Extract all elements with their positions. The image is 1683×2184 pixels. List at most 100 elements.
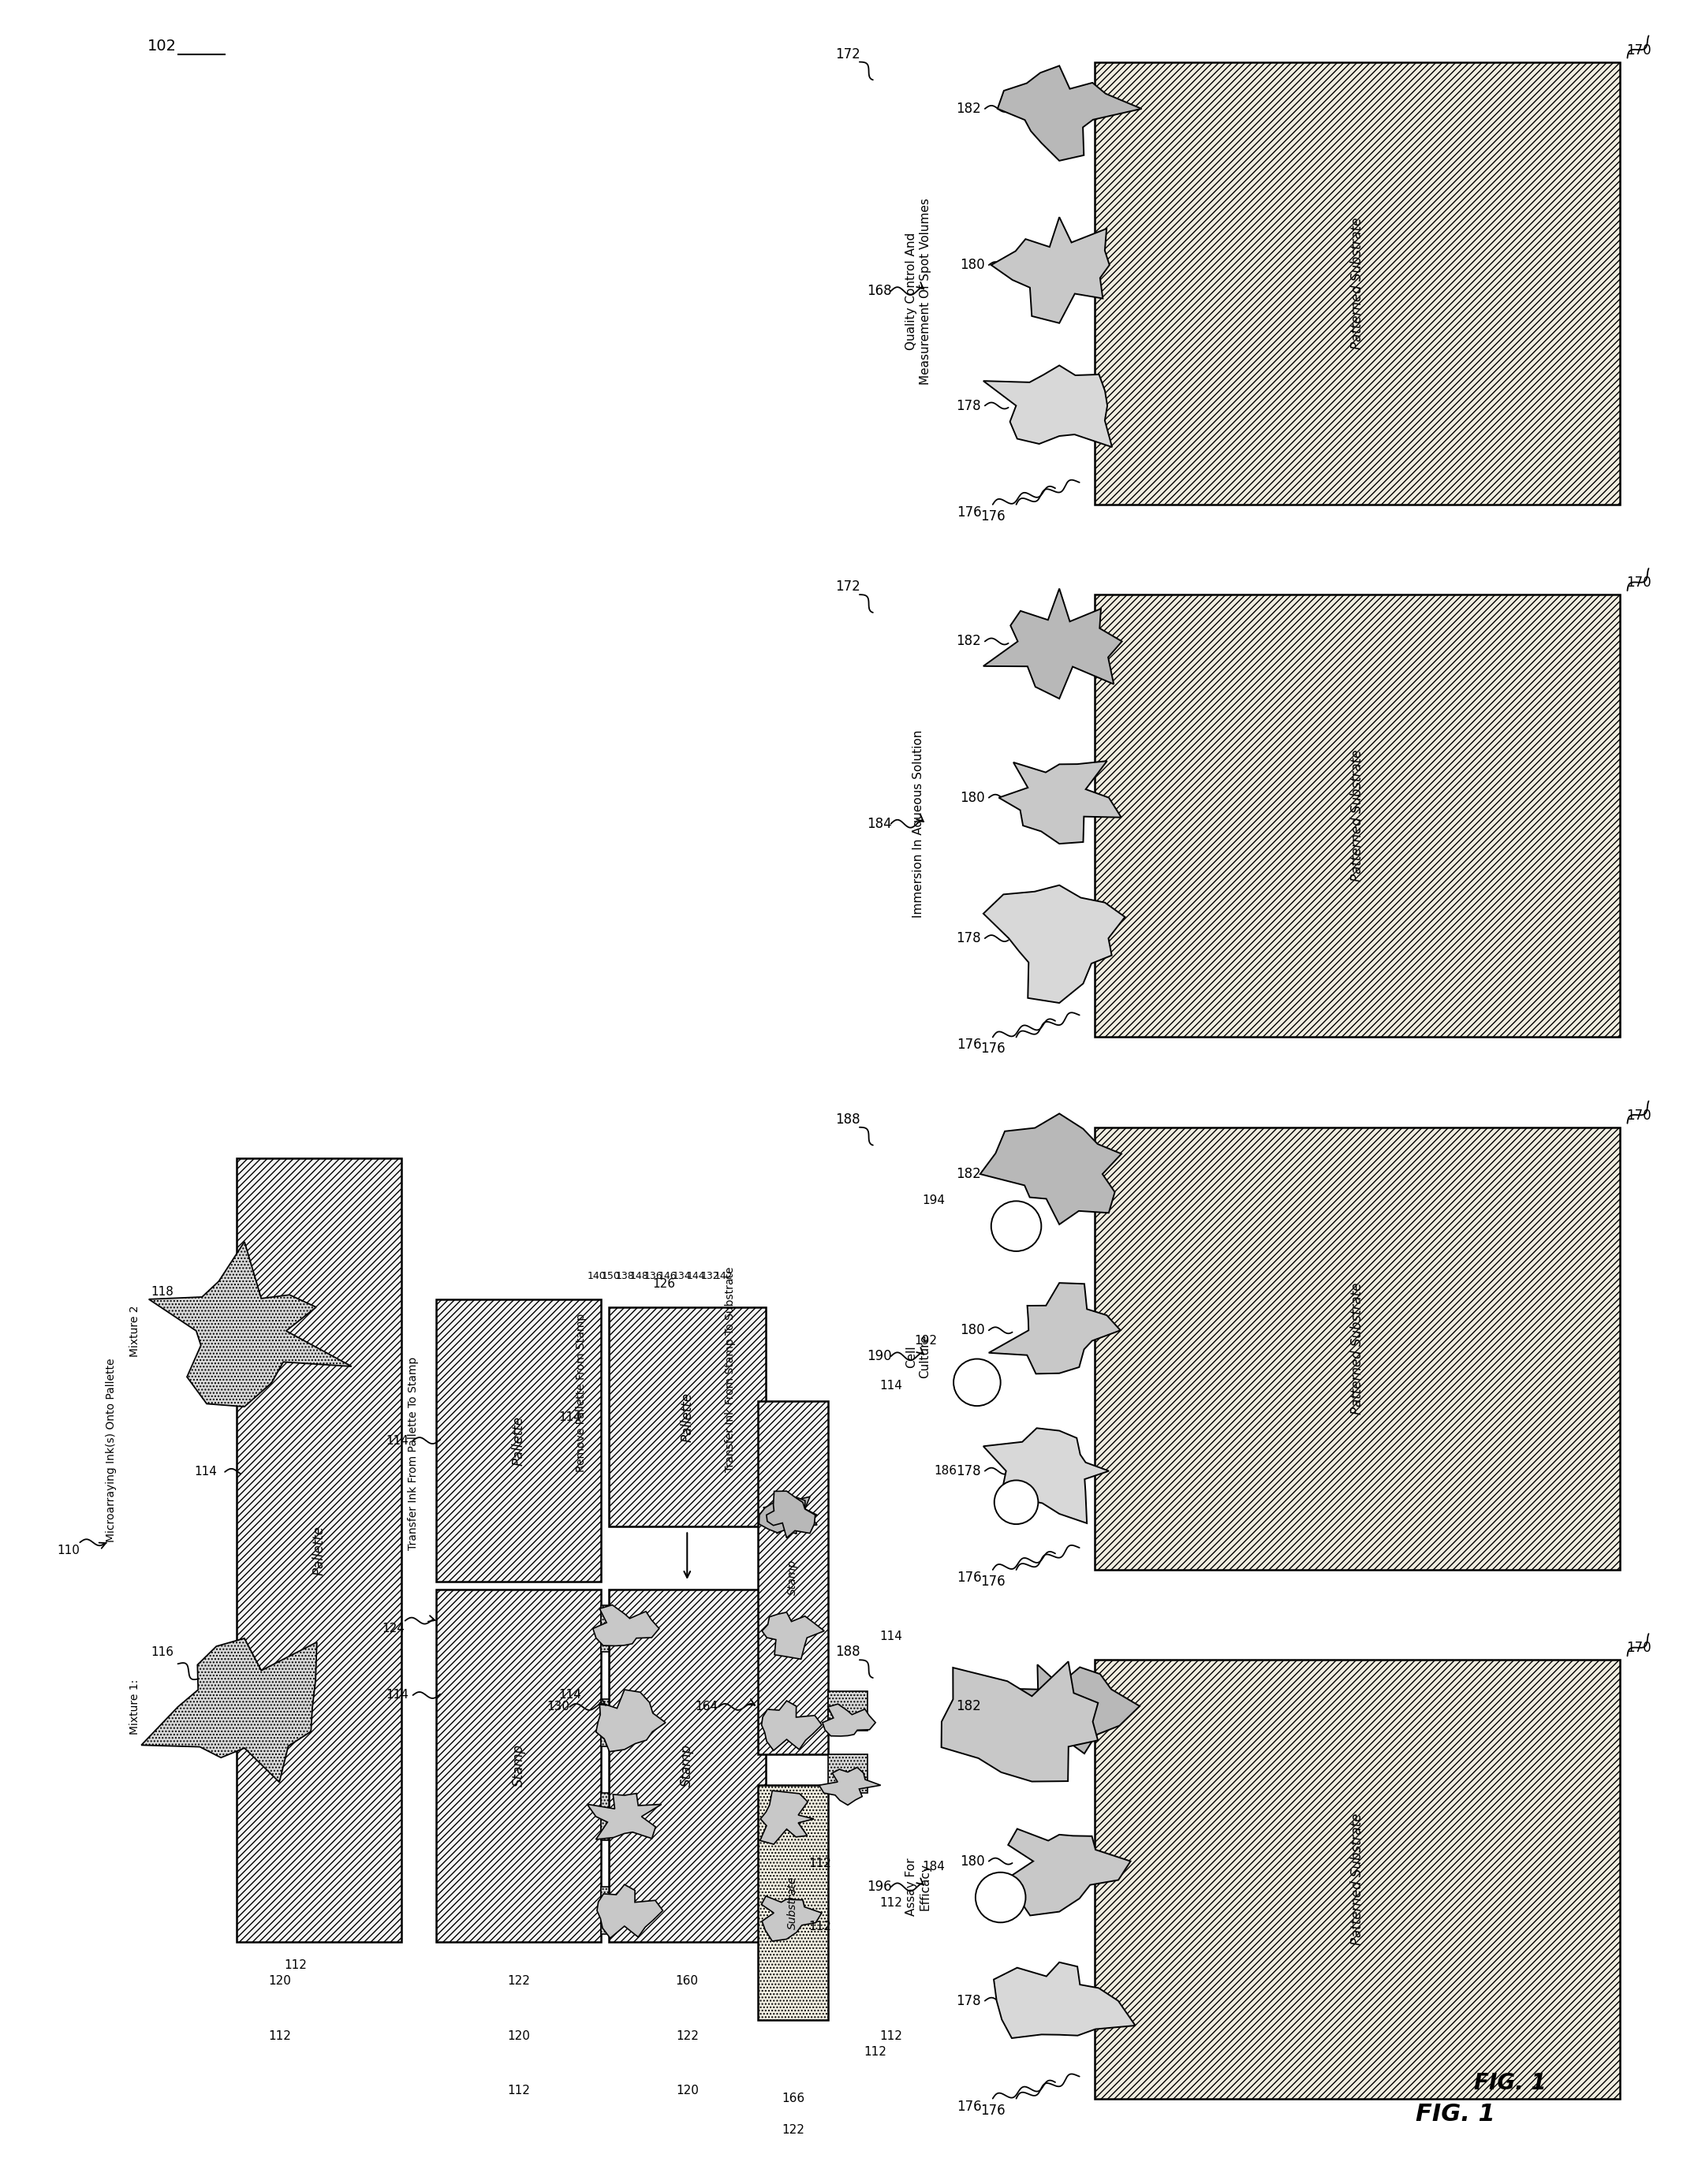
Bar	[1094, 1127, 1619, 1570]
Bar	[1094, 61, 1619, 505]
Bar	[766, 1704, 808, 1745]
Text: 170: 170	[1627, 577, 1651, 590]
Text: 188: 188	[835, 1112, 860, 1127]
Text: 178: 178	[956, 930, 981, 946]
Text: 116: 116	[151, 1647, 173, 1658]
Text: Assay For
Efficacy: Assay For Efficacy	[905, 1859, 931, 1915]
Text: 140: 140	[587, 1271, 606, 1282]
Polygon shape	[141, 1638, 316, 1782]
Text: FIG. 1: FIG. 1	[1474, 2073, 1547, 2094]
Bar	[757, 1784, 828, 2020]
Text: 182: 182	[956, 633, 981, 649]
Bar	[1094, 1660, 1619, 2099]
Polygon shape	[820, 1767, 880, 1806]
Text: 122: 122	[781, 2125, 804, 2136]
Text: 186: 186	[934, 1465, 958, 1476]
Text: 114: 114	[385, 1435, 409, 1446]
Polygon shape	[762, 1612, 825, 1660]
Text: Immersion In Aqueous Solution: Immersion In Aqueous Solution	[912, 729, 924, 917]
Polygon shape	[998, 760, 1121, 843]
Polygon shape	[764, 1498, 816, 1533]
Text: 122: 122	[677, 2029, 698, 2042]
Polygon shape	[991, 216, 1109, 323]
Text: 194: 194	[922, 1195, 946, 1206]
Text: 126: 126	[653, 1278, 675, 1291]
Bar	[436, 1590, 601, 1942]
Circle shape	[991, 1201, 1042, 1251]
Polygon shape	[983, 587, 1123, 699]
Text: 112: 112	[810, 1859, 831, 1870]
Text: 170: 170	[1627, 44, 1651, 57]
Text: Transfer Ink From Pallette To Stamp: Transfer Ink From Pallette To Stamp	[407, 1356, 419, 1551]
Text: 146: 146	[658, 1271, 677, 1282]
Bar	[601, 1793, 648, 1841]
Text: 180: 180	[959, 1324, 985, 1337]
Polygon shape	[983, 885, 1124, 1002]
Text: 178: 178	[956, 1463, 981, 1479]
Text: Patterned Substrate: Patterned Substrate	[1350, 216, 1365, 349]
Polygon shape	[148, 1243, 352, 1406]
Circle shape	[976, 1872, 1025, 1922]
Bar	[828, 1754, 867, 1793]
Text: 118: 118	[151, 1286, 173, 1297]
Text: 180: 180	[959, 1854, 985, 1867]
Text: Transfer Ink From Stamp To Substrate: Transfer Ink From Stamp To Substrate	[725, 1267, 735, 1472]
Text: 176: 176	[956, 505, 981, 520]
Text: 166: 166	[781, 2092, 804, 2105]
Bar	[766, 1797, 808, 1841]
Bar	[1094, 594, 1619, 1037]
Text: 182: 182	[956, 1699, 981, 1712]
Text: 172: 172	[835, 579, 860, 594]
Text: 150: 150	[603, 1271, 621, 1282]
Polygon shape	[766, 1492, 815, 1538]
Text: 112: 112	[284, 1959, 306, 1972]
Text: Pallette: Pallette	[680, 1391, 695, 1441]
Text: 170: 170	[1627, 1640, 1651, 1655]
Text: Quality Control And
Measurement Of Spot Volumes: Quality Control And Measurement Of Spot …	[905, 199, 931, 384]
Text: 122: 122	[507, 1974, 530, 1987]
Polygon shape	[592, 1605, 660, 1647]
Bar	[757, 1402, 828, 1754]
Text: Patterned Substrate: Patterned Substrate	[1350, 1282, 1365, 1415]
Text: Pallette: Pallette	[311, 1524, 327, 1575]
Text: 176: 176	[980, 2103, 1005, 2118]
Text: 178: 178	[956, 397, 981, 413]
Text: 102: 102	[148, 39, 177, 55]
Polygon shape	[587, 1793, 661, 1839]
Text: Mixture 1:: Mixture 1:	[130, 1679, 140, 1734]
Polygon shape	[597, 1885, 663, 1937]
Polygon shape	[941, 1662, 1097, 1782]
Text: 176: 176	[980, 509, 1005, 524]
Polygon shape	[596, 1690, 665, 1752]
Text: 172: 172	[835, 48, 860, 61]
Text: 180: 180	[959, 258, 985, 273]
Text: 112: 112	[810, 1920, 831, 1933]
Polygon shape	[761, 1701, 821, 1752]
Bar	[601, 1887, 648, 1935]
Polygon shape	[993, 1664, 1139, 1754]
Text: Patterned Substrate: Patterned Substrate	[1350, 749, 1365, 882]
Text: 148: 148	[629, 1271, 648, 1282]
Text: FIG. 1: FIG. 1	[1415, 2103, 1495, 2125]
Text: 182: 182	[956, 103, 981, 116]
Text: 192: 192	[914, 1334, 937, 1348]
Bar	[609, 1590, 766, 1942]
Text: 164: 164	[695, 1701, 719, 1712]
Text: 182: 182	[956, 1166, 981, 1182]
Text: Stamp: Stamp	[512, 1745, 525, 1787]
Text: 134: 134	[672, 1271, 692, 1282]
Text: Microarraying Ink(s) Onto Pallette: Microarraying Ink(s) Onto Pallette	[106, 1358, 116, 1542]
Polygon shape	[764, 1492, 811, 1533]
Text: 196: 196	[867, 1880, 892, 1894]
Polygon shape	[761, 1791, 815, 1843]
Text: 184: 184	[867, 817, 892, 830]
Text: 112: 112	[863, 2046, 887, 2057]
Text: 136: 136	[645, 1271, 663, 1282]
Text: 120: 120	[268, 1974, 291, 1987]
Text: Cell
Culture: Cell Culture	[905, 1334, 931, 1378]
Text: 176: 176	[980, 1575, 1005, 1588]
Polygon shape	[993, 1961, 1136, 2038]
Text: 142: 142	[715, 1271, 734, 1282]
Text: 112: 112	[507, 2086, 530, 2097]
Bar	[601, 1699, 648, 1745]
